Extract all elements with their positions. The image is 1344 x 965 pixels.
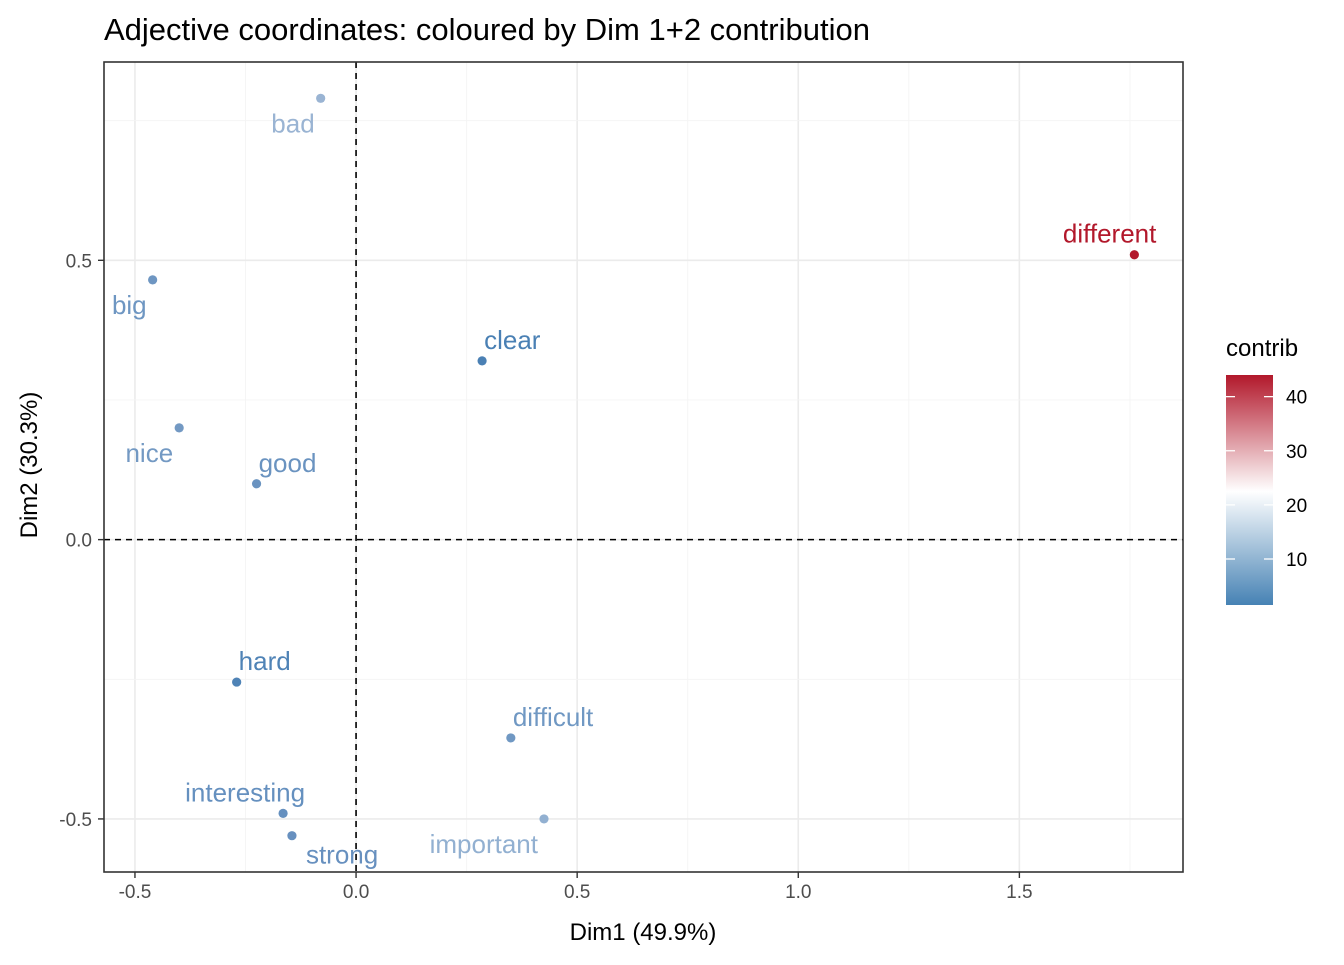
point-clear[interactable] — [477, 356, 487, 366]
panel-background — [104, 62, 1183, 872]
point-label-important: important — [430, 829, 539, 859]
point-label-bad: bad — [271, 108, 314, 138]
x-tick-label: 0.0 — [343, 882, 369, 903]
point-label-hard: hard — [239, 646, 291, 676]
point-label-different: different — [1063, 219, 1157, 249]
point-label-difficult: difficult — [513, 702, 594, 732]
y-tick-label: -0.5 — [59, 810, 92, 831]
point-important[interactable] — [539, 814, 549, 824]
y-tick-label: 0.0 — [66, 531, 92, 552]
point-strong[interactable] — [287, 831, 297, 841]
legend-tick-label: 10 — [1286, 550, 1307, 571]
point-nice[interactable] — [174, 423, 184, 433]
point-label-strong: strong — [306, 840, 378, 870]
x-tick-label: 1.5 — [1006, 882, 1032, 903]
point-big[interactable] — [148, 275, 158, 285]
point-label-interesting: interesting — [185, 777, 305, 807]
chart-title: Adjective coordinates: coloured by Dim 1… — [104, 12, 870, 47]
legend-tick-label: 30 — [1286, 442, 1307, 463]
point-hard[interactable] — [232, 677, 242, 687]
point-bad[interactable] — [316, 93, 326, 103]
point-label-good: good — [259, 448, 317, 478]
legend-tick-label: 40 — [1286, 388, 1307, 409]
y-axis-title: Dim2 (30.3%) — [16, 392, 43, 539]
plot-panel: bad different big clear nice good hard difficul… — [103, 61, 1184, 873]
x-axis: -0.5 0.0 0.5 1.0 1.5 — [119, 872, 1033, 903]
point-good[interactable] — [251, 479, 262, 489]
x-tick-label: 1.0 — [785, 882, 811, 903]
point-different[interactable] — [1129, 250, 1139, 260]
x-axis-title: Dim1 (49.9%) — [570, 919, 717, 946]
y-tick-label: 0.5 — [66, 251, 92, 272]
point-label-big: big — [112, 290, 147, 320]
point-label-clear: clear — [484, 325, 541, 355]
point-label-nice: nice — [125, 438, 173, 468]
point-interesting[interactable] — [278, 808, 288, 818]
panel-border — [103, 61, 1184, 873]
point-difficult[interactable] — [506, 733, 516, 743]
y-axis: -0.5 0.0 0.5 — [59, 251, 104, 831]
legend-tick-label: 20 — [1286, 496, 1307, 517]
x-tick-label: 0.5 — [564, 882, 590, 903]
x-tick-label: -0.5 — [119, 882, 152, 903]
legend: contrib 10 20 30 40 — [1226, 335, 1307, 605]
legend-title: contrib — [1226, 335, 1298, 362]
colorbar — [1226, 375, 1273, 605]
